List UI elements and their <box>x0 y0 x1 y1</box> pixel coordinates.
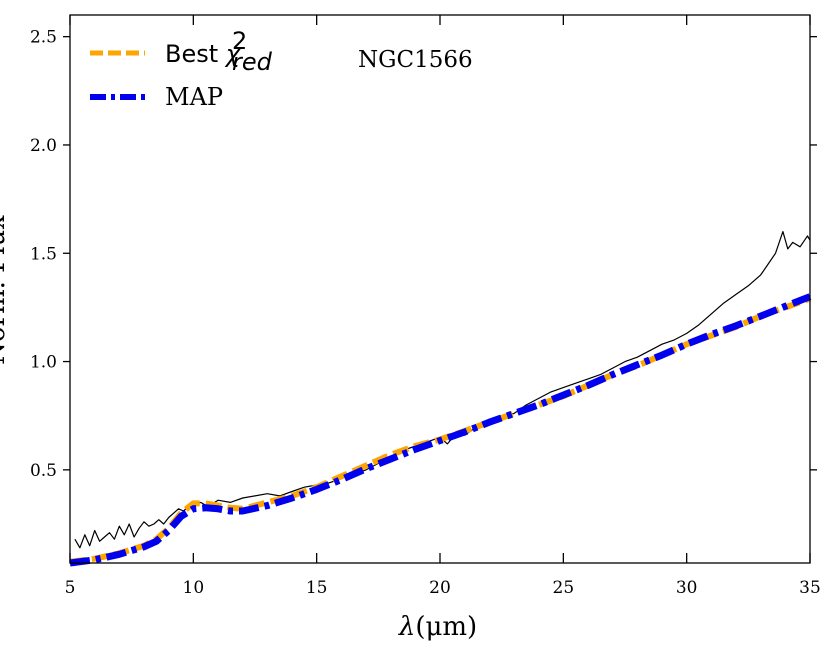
series-layer <box>69 231 812 567</box>
legend-label-best-main: Best <box>165 40 226 68</box>
x-axis-symbol: λ <box>398 612 415 642</box>
legend-label-best-sub: red <box>232 48 273 76</box>
y-tick-label: 2.5 <box>30 28 57 48</box>
legend-label-best-chi: χ <box>224 40 241 68</box>
legend-label-best-chi2: Best χ <box>165 40 241 68</box>
y-tick-label: 2.0 <box>30 136 57 156</box>
x-axis-unit: (μm) <box>415 612 477 642</box>
x-tick-label: 35 <box>799 578 821 598</box>
x-axis-title: λ(μm) <box>398 612 477 642</box>
y-axis-title: Norm. Flux <box>0 215 11 365</box>
x-tick-label: 20 <box>429 578 451 598</box>
y-tick-label: 1.5 <box>30 244 57 264</box>
x-tick-label: 5 <box>65 578 76 598</box>
x-tick-label: 10 <box>183 578 205 598</box>
y-tick-label: 1.0 <box>30 353 57 373</box>
x-tick-label: 25 <box>553 578 575 598</box>
x-tick-label: 15 <box>306 578 328 598</box>
ticks-layer: 5 10 15 20 25 30 35 0.5 1.0 1.5 2.0 2.5 <box>30 15 821 598</box>
legend-label-best-sup: 2 <box>232 27 247 55</box>
y-tick-label: 0.5 <box>30 461 57 481</box>
legend-label-map: MAP <box>165 83 223 111</box>
series-map-line <box>69 293 812 567</box>
series-observed-line <box>74 231 811 549</box>
legend: Best χ 2 red MAP <box>90 27 273 111</box>
annotation-label: NGC1566 <box>358 47 473 73</box>
x-tick-label: 30 <box>676 578 698 598</box>
